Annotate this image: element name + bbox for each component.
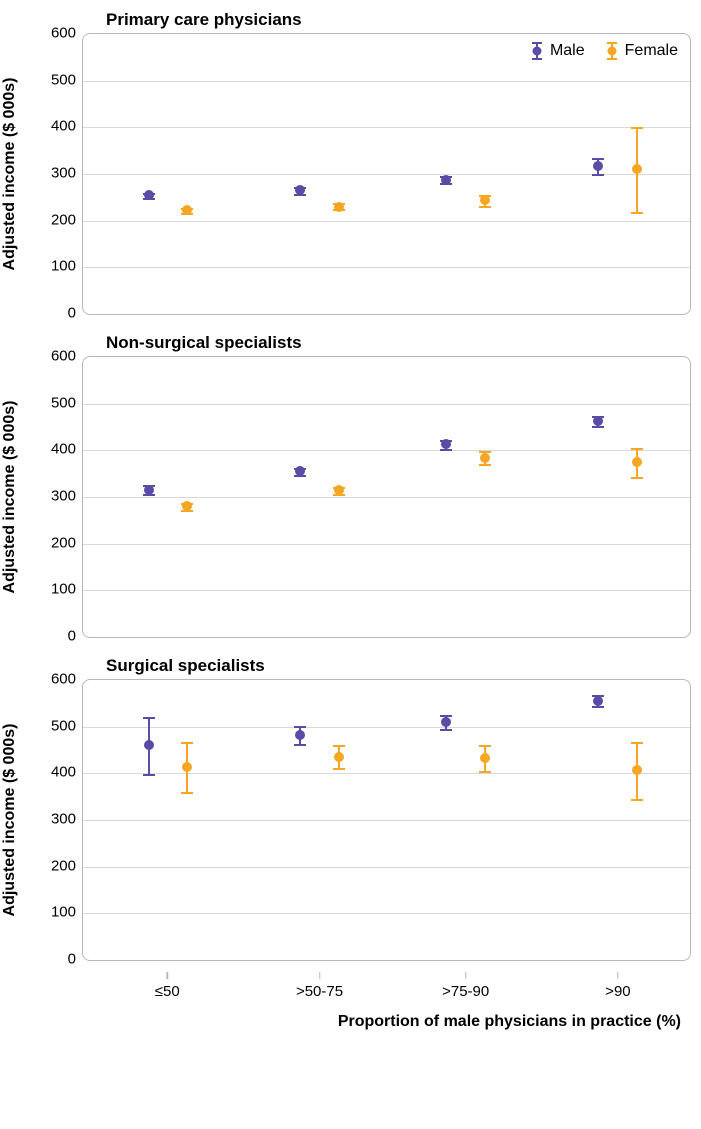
panel: Primary care physiciansAdjusted income (… (10, 10, 691, 315)
y-axis-label: Adjusted income ($ 000s) (1, 724, 19, 917)
y-tick-label: 200 (51, 211, 76, 228)
x-tick-label: ≤50 (155, 983, 180, 1000)
y-tick-label: 200 (51, 857, 76, 874)
y-tick-label: 0 (68, 951, 76, 968)
plot-area (82, 679, 691, 961)
y-axis-label: Adjusted income ($ 000s) (1, 401, 19, 594)
legend-label: Male (550, 42, 585, 60)
y-tick-label: 300 (51, 488, 76, 505)
y-tick-label: 500 (51, 71, 76, 88)
y-tick-label: 400 (51, 764, 76, 781)
y-tick-label: 600 (51, 25, 76, 42)
legend-item: Male (530, 42, 585, 60)
y-tick-label: 200 (51, 534, 76, 551)
x-tick-label: >75-90 (442, 983, 489, 1000)
panel-title: Surgical specialists (106, 656, 691, 676)
legend-marker-icon (530, 42, 544, 60)
y-tick-label: 100 (51, 258, 76, 275)
y-tick-label: 600 (51, 671, 76, 688)
legend-label: Female (625, 42, 678, 60)
y-tick-label: 400 (51, 441, 76, 458)
y-tick-label: 400 (51, 118, 76, 135)
y-axis-label: Adjusted income ($ 000s) (1, 78, 19, 271)
y-tick-label: 100 (51, 904, 76, 921)
y-tick-label: 500 (51, 394, 76, 411)
panel: Surgical specialistsAdjusted income ($ 0… (10, 656, 691, 961)
y-tick-label: 0 (68, 628, 76, 645)
plot-area (82, 356, 691, 638)
y-tick-label: 600 (51, 348, 76, 365)
y-tick-label: 500 (51, 717, 76, 734)
x-tick-label: >50-75 (296, 983, 343, 1000)
legend-marker-icon (605, 42, 619, 60)
panel: Non-surgical specialistsAdjusted income … (10, 333, 691, 638)
y-tick-label: 0 (68, 305, 76, 322)
y-tick-label: 300 (51, 811, 76, 828)
y-tick-label: 300 (51, 165, 76, 182)
x-tick-label: >90 (605, 983, 630, 1000)
legend-item: Female (605, 42, 678, 60)
y-tick-label: 100 (51, 581, 76, 598)
plot-area: Male Female (82, 33, 691, 315)
legend: Male Female (530, 42, 678, 60)
panel-title: Non-surgical specialists (106, 333, 691, 353)
panel-title: Primary care physicians (106, 10, 691, 30)
x-axis-label: Proportion of male physicians in practic… (10, 1013, 681, 1031)
